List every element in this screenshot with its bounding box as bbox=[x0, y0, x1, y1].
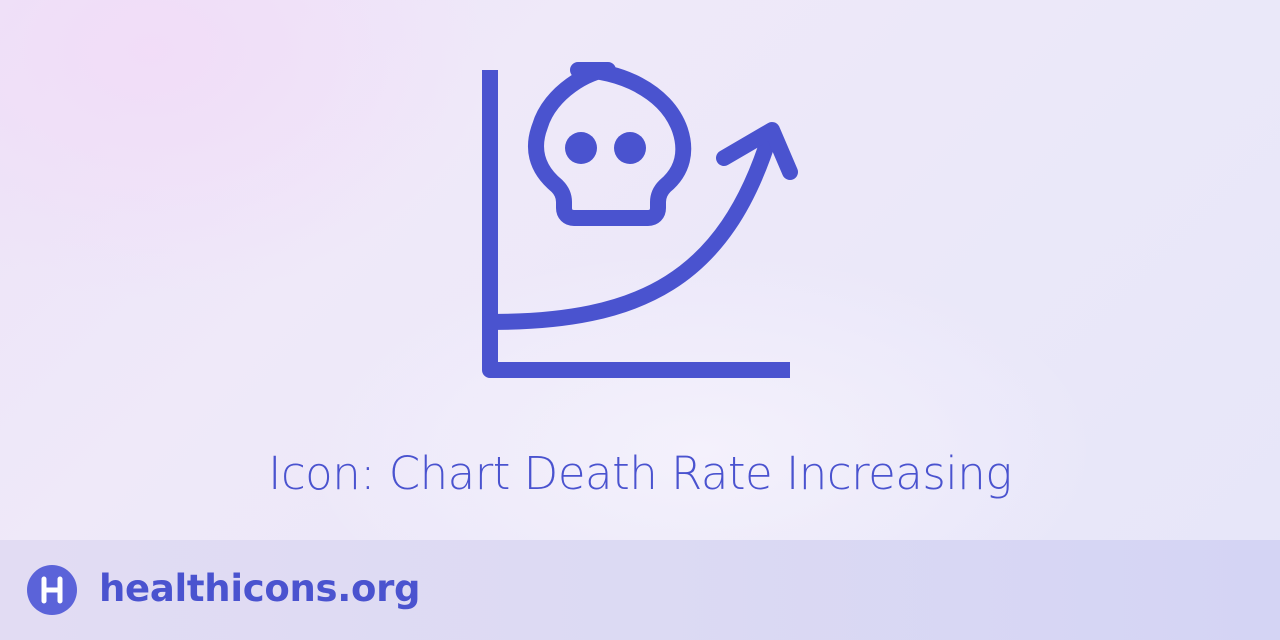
page-title: Icon: Chart Death Rate Increasing bbox=[268, 447, 1012, 500]
chart-death-rate-increasing-icon bbox=[470, 50, 810, 390]
healthicons-logo-icon[interactable] bbox=[27, 565, 77, 615]
footer-bar: healthicons.org bbox=[0, 540, 1280, 640]
site-link[interactable]: healthicons.org bbox=[99, 567, 421, 610]
